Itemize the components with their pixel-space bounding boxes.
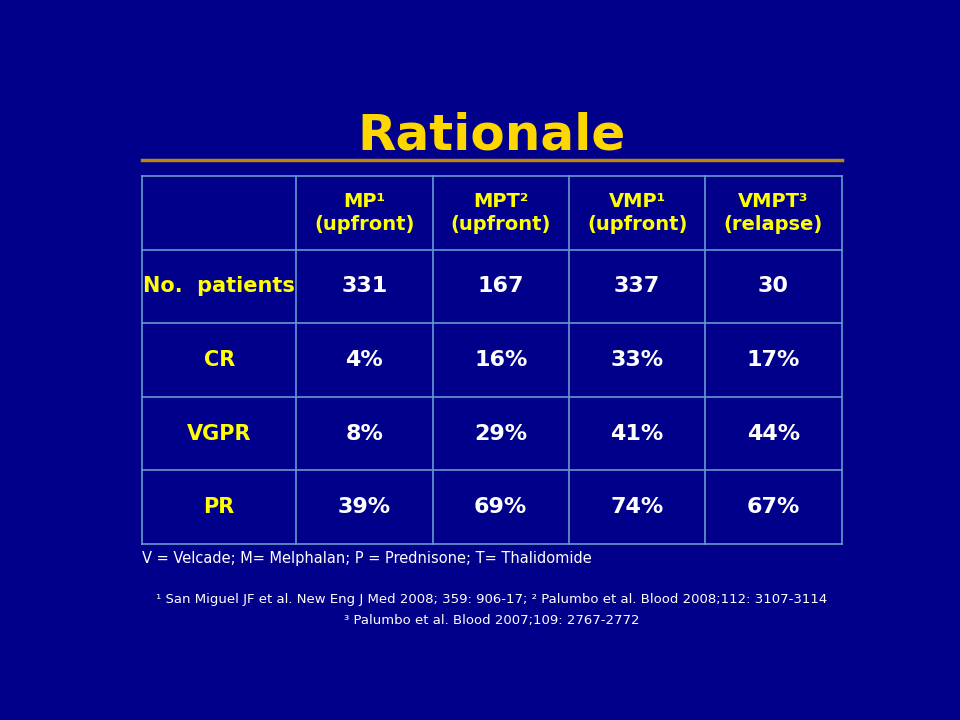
Text: 69%: 69% [474, 497, 527, 517]
Text: 41%: 41% [611, 423, 663, 444]
Text: 67%: 67% [747, 497, 801, 517]
Text: 33%: 33% [611, 350, 663, 370]
Text: MP¹
(upfront): MP¹ (upfront) [314, 192, 415, 234]
Text: 8%: 8% [346, 423, 383, 444]
Text: 4%: 4% [346, 350, 383, 370]
Text: 74%: 74% [611, 497, 663, 517]
Text: Rationale: Rationale [358, 112, 626, 159]
Text: PR: PR [204, 497, 235, 517]
Text: VMP¹
(upfront): VMP¹ (upfront) [587, 192, 687, 234]
Text: 39%: 39% [338, 497, 391, 517]
Text: ¹ San Miguel JF et al. New Eng J Med 2008; 359: 906-17; ² Palumbo et al. Blood 2: ¹ San Miguel JF et al. New Eng J Med 200… [156, 593, 828, 606]
Text: 44%: 44% [747, 423, 800, 444]
Text: CR: CR [204, 350, 235, 370]
Text: No.  patients: No. patients [143, 276, 295, 297]
Text: VGPR: VGPR [187, 423, 252, 444]
Text: ³ Palumbo et al. Blood 2007;109: 2767-2772: ³ Palumbo et al. Blood 2007;109: 2767-27… [345, 614, 639, 627]
Text: 30: 30 [758, 276, 789, 297]
Text: 331: 331 [341, 276, 388, 297]
Text: 167: 167 [477, 276, 524, 297]
Text: VMPT³
(relapse): VMPT³ (relapse) [724, 192, 823, 234]
Text: MPT²
(upfront): MPT² (upfront) [450, 192, 551, 234]
Text: V = Velcade; M= Melphalan; P = Prednisone; T= Thalidomide: V = Velcade; M= Melphalan; P = Prednison… [142, 551, 592, 566]
Text: 29%: 29% [474, 423, 527, 444]
Text: 337: 337 [614, 276, 660, 297]
Text: 16%: 16% [474, 350, 527, 370]
Text: 17%: 17% [747, 350, 801, 370]
